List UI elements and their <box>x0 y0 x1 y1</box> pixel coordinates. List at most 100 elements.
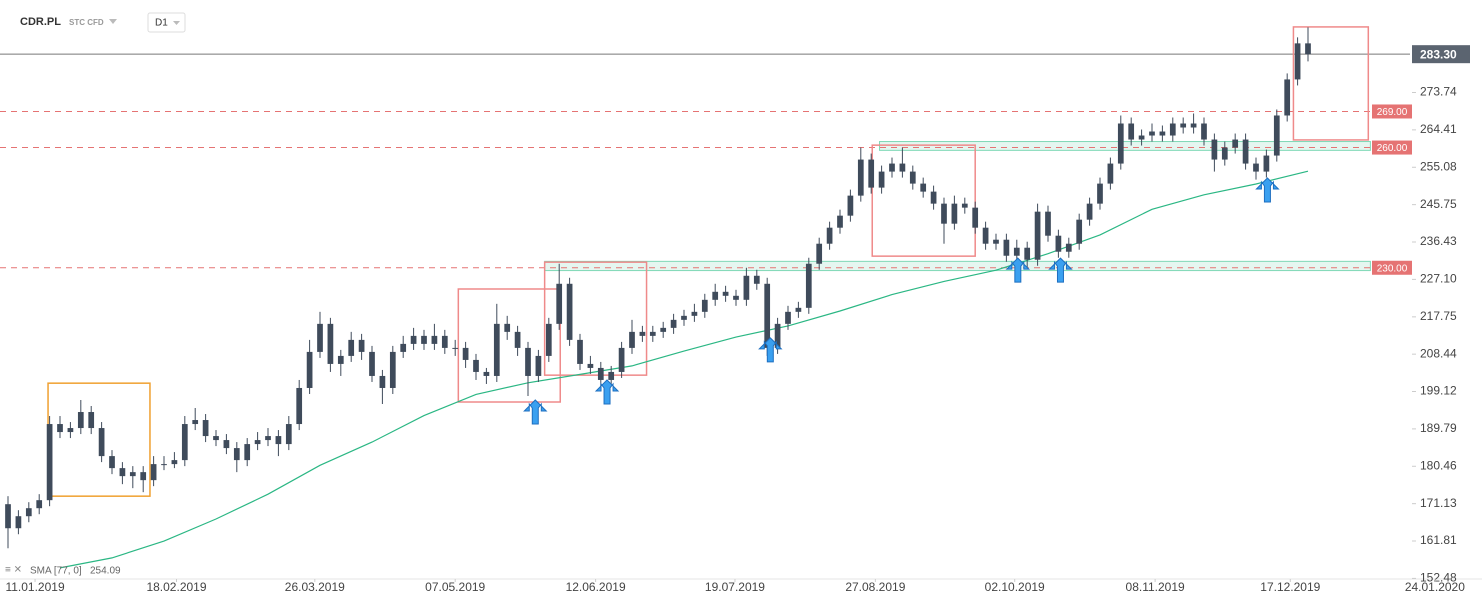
candle-body <box>244 444 251 461</box>
candle-body <box>317 323 323 352</box>
candle-body <box>535 355 542 376</box>
candle-body <box>109 456 115 469</box>
candle-body <box>826 227 833 244</box>
candle-body <box>795 307 802 312</box>
candle-body <box>889 163 895 172</box>
last-price-label: 283.30 <box>1420 47 1457 61</box>
candle-body <box>181 424 188 461</box>
candle-body <box>712 291 719 300</box>
x-tick-label: 17.12.2019 <box>1260 580 1320 594</box>
candle-body <box>681 315 687 320</box>
candle-body <box>545 323 552 356</box>
candle-body <box>1190 123 1197 128</box>
candle-body <box>337 355 344 364</box>
candle-body <box>909 171 916 184</box>
candle-body <box>306 351 313 388</box>
candle-body <box>1180 123 1187 128</box>
last-price-box <box>1412 45 1470 64</box>
candle-body <box>691 311 698 316</box>
candle-body <box>327 323 334 364</box>
x-tick-label: 24.01.2020 <box>1405 580 1465 594</box>
candle-body <box>410 335 417 344</box>
candle-body <box>930 191 937 204</box>
x-tick-label: 08.11.2019 <box>1126 580 1185 594</box>
candle-body <box>1273 115 1280 156</box>
candle-body <box>1305 43 1311 55</box>
candle-body <box>649 331 656 336</box>
candle-body <box>670 319 677 328</box>
candle-body <box>837 215 843 228</box>
candle-body <box>1169 123 1176 136</box>
candle-body <box>1211 139 1218 160</box>
arrow <box>594 379 620 405</box>
candle-body <box>774 323 781 348</box>
y-tick-label: 189.79 <box>1420 421 1457 435</box>
symbol-dropdown[interactable] <box>109 19 117 24</box>
candle-body <box>5 504 11 529</box>
candle-body <box>1294 43 1301 80</box>
y-tick-label: 199.12 <box>1420 384 1457 398</box>
y-tick-label: 273.74 <box>1420 85 1457 99</box>
interval: D1 <box>155 18 168 29</box>
level-label: 269.00 <box>1377 107 1408 118</box>
candle-body <box>878 171 885 188</box>
support-zone <box>879 141 1371 151</box>
candle-body <box>119 468 126 477</box>
candle-body <box>369 351 375 376</box>
candle-body <box>140 472 147 481</box>
arrow <box>523 399 548 425</box>
interval-dropdown <box>173 21 180 25</box>
candle-body <box>223 440 230 449</box>
y-tick-label: 217.75 <box>1420 309 1457 323</box>
candle-body <box>36 500 43 509</box>
candle-body <box>171 460 178 465</box>
candle-body <box>285 424 292 445</box>
candle-body <box>1128 123 1135 140</box>
x-tick-label: 27.08.2019 <box>845 580 905 594</box>
candle-body <box>202 420 209 437</box>
candle-body <box>857 159 864 196</box>
candle-body <box>1117 123 1124 164</box>
candle-body <box>847 195 854 216</box>
candle-body <box>587 363 594 368</box>
candle-body <box>920 183 927 192</box>
candle-body <box>389 351 396 388</box>
level-label-box <box>1372 140 1412 155</box>
candle-body <box>483 371 490 376</box>
candle-body <box>57 424 63 433</box>
candle-body <box>400 343 407 352</box>
candle-body <box>753 275 760 284</box>
candle-body <box>192 420 199 425</box>
interval-select[interactable] <box>147 12 186 33</box>
highlight-box <box>543 261 648 376</box>
candle-body <box>46 424 53 501</box>
arrow <box>758 337 783 363</box>
candle-body <box>452 347 459 349</box>
candle-body <box>275 436 282 445</box>
sma-line <box>59 170 1309 569</box>
candle-body <box>868 159 875 188</box>
candle-body <box>805 263 812 308</box>
candle-body <box>660 327 667 332</box>
candle-body <box>972 207 979 228</box>
candle-body <box>961 203 968 208</box>
arrow <box>1005 257 1031 283</box>
x-tick-label: 26.03.2019 <box>285 580 345 594</box>
candle-body <box>1242 139 1249 164</box>
legend-value: 254.09 <box>90 566 121 577</box>
market: STC CFD <box>69 18 104 27</box>
candle-body <box>1159 131 1166 136</box>
candle-body <box>1263 155 1270 172</box>
x-tick-label: 18.02.2019 <box>146 580 206 594</box>
candle-body <box>1086 203 1093 220</box>
candle-body <box>358 339 365 352</box>
candle-body <box>213 436 219 441</box>
level-label-box <box>1372 104 1412 119</box>
candle-body <box>577 339 583 364</box>
candle-body <box>816 243 823 264</box>
candle-body <box>254 440 261 445</box>
symbol: CDR.PL <box>20 16 61 28</box>
x-tick-label: 07.05.2019 <box>425 580 485 594</box>
candle-body <box>1013 247 1020 256</box>
candle-body <box>1065 243 1072 252</box>
